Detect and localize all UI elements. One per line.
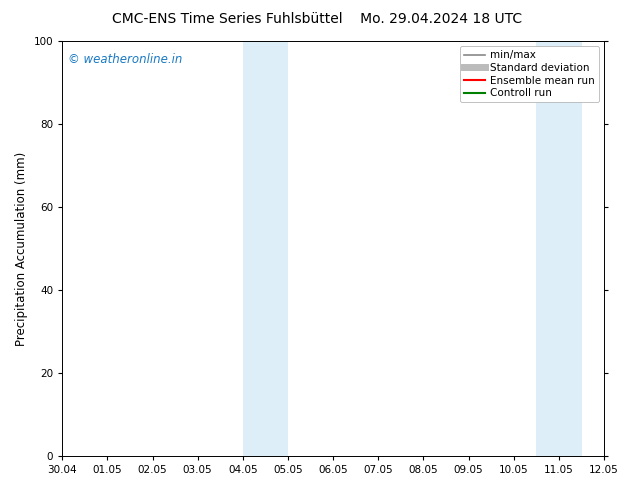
Bar (536, 41, 559, 456)
Bar (243, 41, 266, 456)
Text: © weatheronline.in: © weatheronline.in (68, 53, 182, 67)
Legend: min/max, Standard deviation, Ensemble mean run, Controll run: min/max, Standard deviation, Ensemble me… (460, 46, 599, 102)
Text: CMC-ENS Time Series Fuhlsbüttel    Mo. 29.04.2024 18 UTC: CMC-ENS Time Series Fuhlsbüttel Mo. 29.0… (112, 12, 522, 26)
Bar (559, 41, 581, 456)
Y-axis label: Precipitation Accumulation (mm): Precipitation Accumulation (mm) (15, 151, 28, 345)
Bar (266, 41, 288, 456)
